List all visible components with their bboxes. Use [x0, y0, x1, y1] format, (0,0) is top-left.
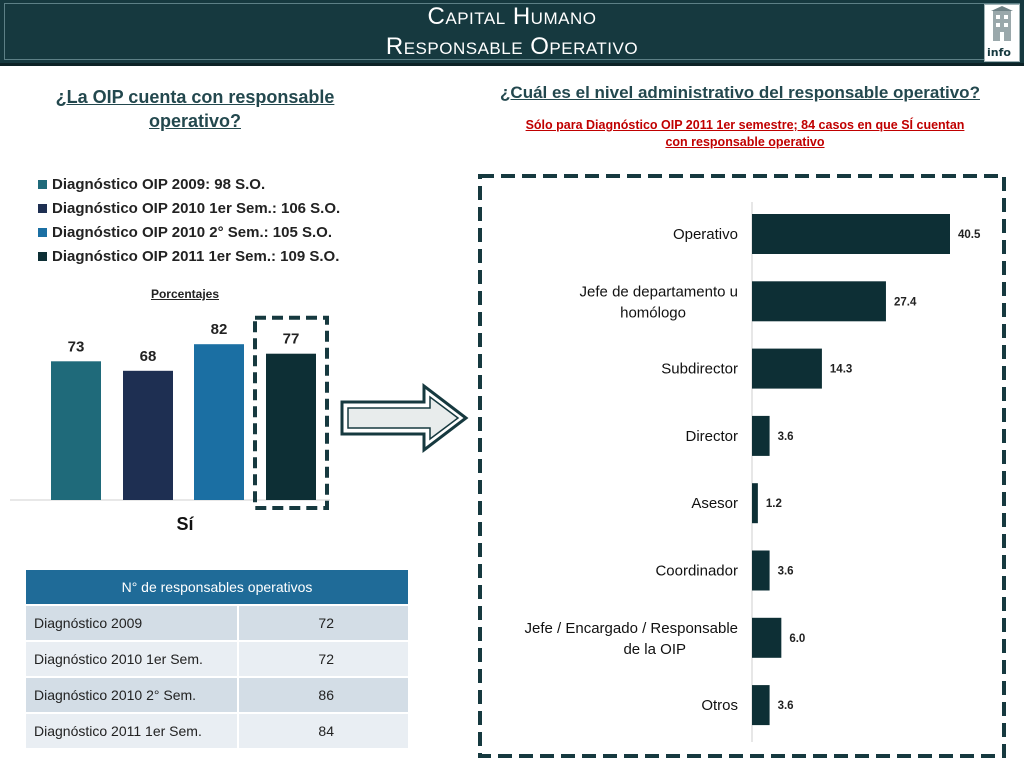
table-row: Diagnóstico 2011 1er Sem. 84 [26, 713, 408, 750]
legend-swatch [38, 179, 47, 189]
category-label: Coordinador [655, 563, 738, 580]
legend-item: Diagnóstico OIP 2010 1er Sem.: 106 S.O. [38, 196, 340, 220]
bar [752, 617, 782, 658]
data-label: 77 [283, 331, 300, 348]
logo-text: info [987, 46, 1011, 59]
data-label: 82 [211, 321, 228, 338]
table-row: Diagnóstico 2009 72 [26, 605, 408, 642]
bar [752, 348, 822, 389]
row-value: 72 [237, 605, 408, 642]
legend-swatch [38, 251, 47, 261]
right-arrow-icon [338, 382, 470, 459]
chart-frame [478, 174, 1006, 758]
sample-note: Sólo para Diagnóstico OIP 2011 1er semes… [525, 118, 965, 149]
highlight-box [253, 315, 329, 511]
table-row: Diagnóstico 2010 2° Sem. 86 [26, 677, 408, 714]
bar [266, 353, 316, 500]
category-label: Asesor [691, 495, 738, 512]
row-value: 86 [237, 677, 408, 714]
right-chart-svg: 40.5 Operativo 27.4 Jefe de departamento u h… [478, 174, 1006, 758]
row-label: Diagnóstico 2009 [26, 605, 238, 642]
bar [752, 281, 886, 322]
category-label: Operativo [673, 226, 738, 243]
left-bar-chart: 73 68 82 77 Sí [0, 300, 340, 555]
data-label: 3.6 [778, 566, 794, 578]
left-question: ¿La OIP cuenta con responsable operativo… [55, 87, 335, 131]
data-label: 3.6 [778, 700, 794, 712]
data-label: 40.5 [958, 229, 981, 241]
category-label-line2: de la OIP [623, 641, 686, 658]
right-bar-chart: 40.5 Operativo 27.4 Jefe de departamento u h… [476, 172, 1008, 765]
row-label: Diagnóstico 2010 2° Sem. [26, 677, 238, 714]
bar [752, 415, 770, 456]
legend-label: Diagnóstico OIP 2010 1er Sem.: 106 S.O. [52, 199, 341, 217]
left-chart-svg: 73 68 82 77 Sí [10, 315, 330, 534]
category-label: Sí [176, 514, 194, 534]
bar [752, 550, 770, 591]
data-label: 3.6 [778, 431, 794, 443]
category-label-line2: homólogo [620, 304, 686, 321]
row-label: Diagnóstico 2010 1er Sem. [26, 641, 238, 678]
row-label: Diagnóstico 2011 1er Sem. [26, 713, 238, 750]
legend-item: Diagnóstico OIP 2009: 98 S.O. [38, 172, 340, 196]
data-label: 14.3 [830, 364, 852, 376]
table-header-row: N° de responsables operativos [26, 570, 408, 606]
unit-label: Porcentajes [150, 287, 220, 301]
legend-item: Diagnóstico OIP 2010 2° Sem.: 105 S.O. [38, 220, 340, 244]
table-header: N° de responsables operativos [26, 570, 408, 606]
table-row: Diagnóstico 2010 1er Sem. 72 [26, 641, 408, 678]
bar [194, 344, 244, 500]
legend-label: Diagnóstico OIP 2010 2° Sem.: 105 S.O. [52, 223, 333, 241]
data-label: 1.2 [766, 498, 782, 510]
legend-swatch [38, 227, 47, 237]
building-icon [991, 6, 1013, 41]
category-label: Jefe de departamento u [580, 283, 738, 300]
right-question: ¿Cuál es el nivel administrativo del res… [500, 83, 980, 102]
category-label: Subdirector [661, 361, 738, 378]
page-title: Capital Humano [427, 3, 597, 30]
data-label: 27.4 [894, 296, 917, 308]
legend-swatch [38, 203, 47, 213]
chart-legend: Diagnóstico OIP 2009: 98 S.O. Diagnóstic… [38, 172, 340, 268]
responsables-table: N° de responsables operativos Diagnóstic… [26, 570, 408, 750]
legend-label: Diagnóstico OIP 2011 1er Sem.: 109 S.O. [52, 247, 340, 265]
category-label: Otros [701, 697, 738, 714]
page-subtitle: Responsable Operativo [385, 33, 639, 60]
data-label: 73 [68, 338, 85, 355]
legend-item: Diagnóstico OIP 2011 1er Sem.: 109 S.O. [38, 244, 340, 268]
category-label: Jefe / Encargado / Responsable [525, 620, 738, 637]
bar [752, 685, 770, 726]
data-label: 6.0 [789, 633, 805, 645]
bar [752, 214, 950, 254]
info-logo: info [984, 4, 1020, 62]
legend-label: Diagnóstico OIP 2009: 98 S.O. [52, 175, 266, 193]
category-label: Director [685, 428, 738, 445]
row-value: 72 [237, 641, 408, 678]
bar [752, 483, 758, 524]
bar [51, 361, 101, 500]
row-value: 84 [237, 713, 408, 750]
title-bar: Capital Humano Responsable Operativo inf… [0, 0, 1024, 66]
data-label: 68 [140, 348, 157, 365]
bar [123, 370, 173, 500]
